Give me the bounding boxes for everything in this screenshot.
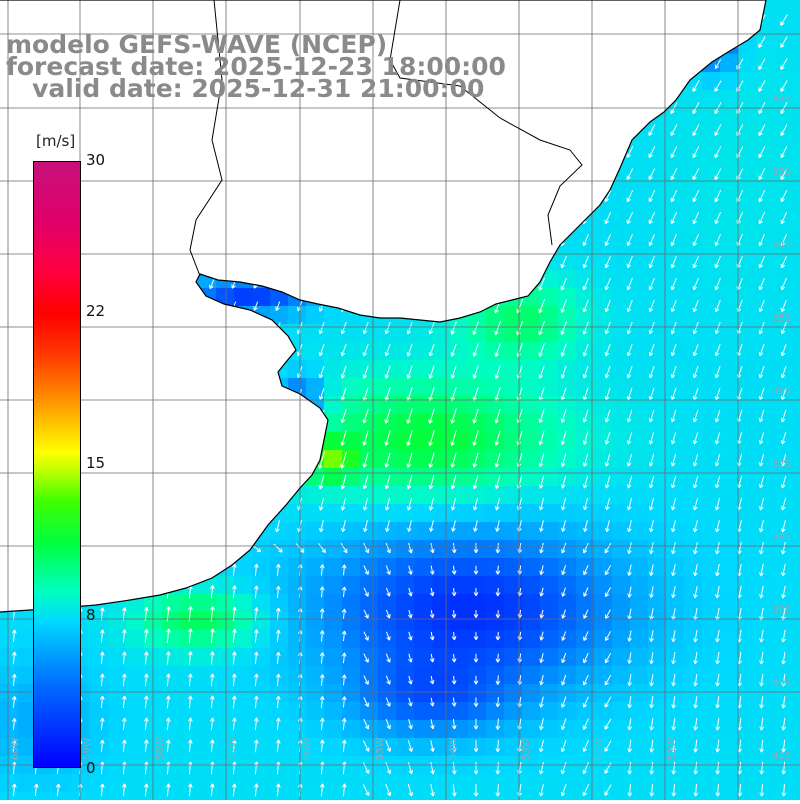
lon-label: 58W xyxy=(155,737,166,760)
lon-label: 51W xyxy=(667,737,678,760)
colorbar-tick-8: 8 xyxy=(86,606,96,624)
lat-label: 38S xyxy=(772,532,791,543)
colorbar xyxy=(33,161,81,768)
lon-label: 60W xyxy=(10,737,21,760)
lon-label: 56W xyxy=(302,737,313,760)
lat-label: 34S xyxy=(772,240,791,251)
lat-label: 39S xyxy=(772,605,791,616)
lat-label: 35S xyxy=(772,313,791,324)
lat-label: 40S xyxy=(772,678,791,689)
model-title: modelo GEFS-WAVE (NCEP) xyxy=(6,30,388,59)
national-border xyxy=(389,0,583,246)
colorbar-tick-22: 22 xyxy=(86,302,106,320)
lat-label: 36S xyxy=(772,386,791,397)
lon-label: 59W xyxy=(82,737,93,760)
lon-label: 52W xyxy=(594,737,605,760)
lon-label: 54W xyxy=(448,737,459,760)
colorbar-tick-30: 30 xyxy=(86,151,106,169)
lat-label: 41S xyxy=(772,751,791,762)
coastline xyxy=(0,0,767,613)
grid-labels: 32S 33S 34S 35S 36S 37S 38S 39S 40S 41S 60W 59W 58W 5… xyxy=(10,94,791,762)
lon-label: 55W xyxy=(375,737,386,760)
lat-label: 32S xyxy=(772,94,791,105)
lat-label: 33S xyxy=(772,167,791,178)
colorbar-tick-0: 0 xyxy=(86,759,96,777)
forecast-date: forecast date: 2025-12-23 18:00:00 xyxy=(6,52,506,81)
lon-label: 57W xyxy=(228,737,239,760)
lon-label: 53W xyxy=(521,737,532,760)
valid-date: valid date: 2025-12-31 21:00:00 xyxy=(6,74,485,103)
colorbar-tick-15: 15 xyxy=(86,454,106,472)
river-border xyxy=(189,0,223,277)
colorbar-unit: [m/s] xyxy=(36,132,76,150)
lat-label: 37S xyxy=(772,459,791,470)
